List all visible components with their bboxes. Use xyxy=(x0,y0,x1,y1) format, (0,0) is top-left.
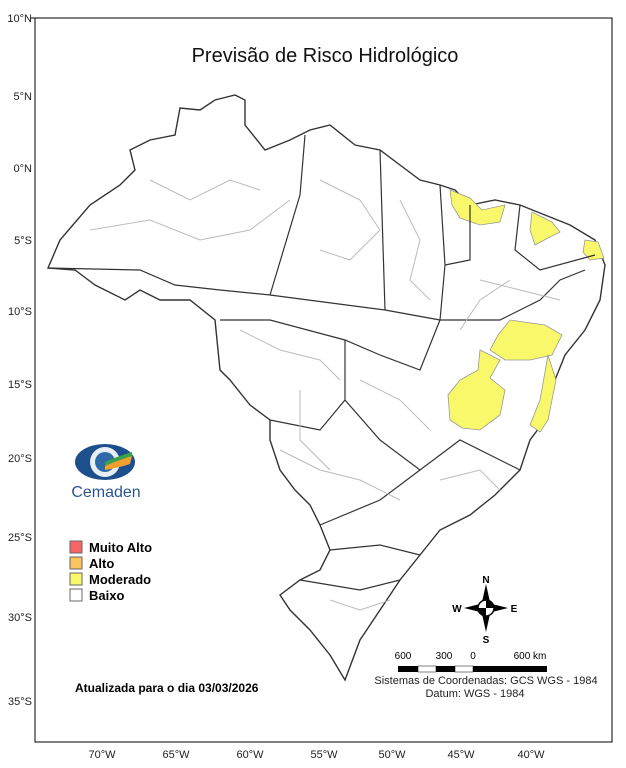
updated-date: Atualizada para o dia 03/03/2026 xyxy=(75,681,259,695)
scale-label: 300 xyxy=(436,651,453,662)
lat-label: 15°S xyxy=(8,379,32,391)
lon-label: 60°W xyxy=(236,749,264,761)
compass-s: S xyxy=(483,635,490,646)
lat-label: 10°S xyxy=(8,306,32,318)
moderate-risk-areas xyxy=(447,189,605,433)
datum: Datum: WGS - 1984 xyxy=(425,688,524,700)
risk-area xyxy=(529,354,557,433)
scale-label: 0 xyxy=(470,651,476,662)
legend-label: Baixo xyxy=(89,588,124,603)
legend-label: Moderado xyxy=(89,572,151,587)
state-borders xyxy=(47,134,596,591)
risk-area xyxy=(447,349,506,431)
scale-label: 600 km xyxy=(514,651,547,662)
lon-label: 55°W xyxy=(310,749,338,761)
risk-area xyxy=(582,239,605,261)
cemaden-logo: Cemaden xyxy=(71,444,141,501)
compass-e: E xyxy=(511,604,518,615)
legend-label: Muito Alto xyxy=(89,540,152,555)
scale-label: 600 xyxy=(395,651,412,662)
risk-area xyxy=(529,211,561,246)
scale-bar: 600 300 0 600 km Sistemas de Coordenadas… xyxy=(374,651,597,700)
compass-w: W xyxy=(452,604,462,615)
legend-swatch-moderado xyxy=(69,572,83,586)
lon-label: 45°W xyxy=(447,749,475,761)
legend-swatch-baixo xyxy=(69,588,83,602)
latitude-axis: 10°N 5°N 0°N 5°S 10°S 15°S 20°S 25°S 30°… xyxy=(7,13,35,708)
north-arrow-icon: N S E W xyxy=(452,575,517,646)
lat-label: 5°N xyxy=(14,91,33,103)
compass-n: N xyxy=(482,575,489,586)
legend-swatch-muito-alto xyxy=(69,540,83,554)
coordinate-system: Sistemas de Coordenadas: GCS WGS - 1984 xyxy=(374,675,597,687)
lon-label: 65°W xyxy=(162,749,190,761)
region-borders xyxy=(89,179,561,611)
lon-label: 40°W xyxy=(517,749,545,761)
longitude-axis: 70°W 65°W 60°W 55°W 50°W 45°W 40°W xyxy=(88,749,545,761)
lat-label: 5°S xyxy=(14,235,32,247)
lat-label: 20°S xyxy=(8,453,32,465)
lon-label: 50°W xyxy=(378,749,406,761)
lat-label: 0°N xyxy=(14,163,33,175)
logo-text: Cemaden xyxy=(71,484,140,501)
legend: Muito Alto Alto Moderado Baixo xyxy=(69,540,152,603)
map-title: Previsão de Risco Hidrológico xyxy=(192,45,459,67)
lat-label: 35°S xyxy=(8,696,32,708)
lat-label: 25°S xyxy=(8,532,32,544)
legend-swatch-alto xyxy=(69,556,83,570)
risk-area xyxy=(449,189,506,226)
lat-label: 30°S xyxy=(8,612,32,624)
lat-label: 10°N xyxy=(7,13,32,25)
legend-label: Alto xyxy=(89,556,114,571)
lon-label: 70°W xyxy=(88,749,116,761)
risk-area xyxy=(489,319,563,361)
